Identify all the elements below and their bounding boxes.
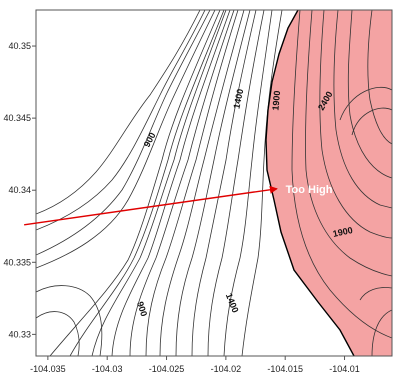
contour-line <box>241 10 283 356</box>
contour-line <box>159 10 245 356</box>
y-tick-label: 40.345 <box>3 113 31 123</box>
x-tick-label: -104.03 <box>92 364 123 374</box>
contour-lines <box>36 10 283 356</box>
x-tick-label: -104.025 <box>149 364 185 374</box>
contour-line <box>145 10 239 356</box>
contour-label: 1400 <box>224 292 241 314</box>
contour-label: 900 <box>142 131 158 149</box>
contour-line <box>351 107 392 136</box>
annotation-arrow <box>24 185 278 226</box>
x-tick-label: -104.035 <box>30 364 66 374</box>
contour-line <box>91 10 227 356</box>
contour-label: 1900 <box>332 225 354 239</box>
axes-ticks: -104.035 -104.03 -104.025 -104.02 -104.015 -1… <box>3 41 359 374</box>
x-tick-label: -104.01 <box>329 364 360 374</box>
y-tick-label: 40.35 <box>8 41 31 51</box>
contour-line <box>333 10 392 209</box>
contour-line <box>367 10 392 145</box>
contour-line <box>36 10 211 256</box>
plot-frame <box>35 9 393 357</box>
contour-line <box>36 285 103 356</box>
annotation-text: Too High <box>286 184 333 196</box>
contour-line <box>359 287 392 301</box>
threshold-boundary <box>265 10 355 356</box>
y-tick-label: 40.34 <box>8 185 31 195</box>
contour-line <box>175 10 251 356</box>
contour-line <box>36 10 206 231</box>
contour-line <box>191 10 257 356</box>
too-high-region <box>266 10 392 356</box>
x-tick-label: -104.015 <box>267 364 303 374</box>
contour-line <box>305 10 392 277</box>
contour-line <box>49 10 221 356</box>
contour-line <box>36 10 216 269</box>
contour-line <box>347 10 392 179</box>
contour-line <box>339 86 392 121</box>
y-tick-label: 40.33 <box>8 329 31 339</box>
too-high-annotation: Too High <box>24 184 333 226</box>
contour-line <box>36 10 201 215</box>
x-tick-label: -104.02 <box>211 364 242 374</box>
contour-line <box>291 10 392 339</box>
contour-line <box>319 10 392 239</box>
contour-line <box>69 10 225 356</box>
contour-label: 1900 <box>270 90 282 111</box>
contour-label: 900 <box>135 300 149 317</box>
y-tick-label: 40.335 <box>3 257 31 267</box>
contour-line <box>223 10 273 356</box>
contour-line <box>371 309 392 356</box>
contour-line <box>207 10 265 356</box>
contour-line <box>36 311 80 356</box>
contour-label: 1400 <box>231 88 245 110</box>
contour-line <box>129 10 235 356</box>
